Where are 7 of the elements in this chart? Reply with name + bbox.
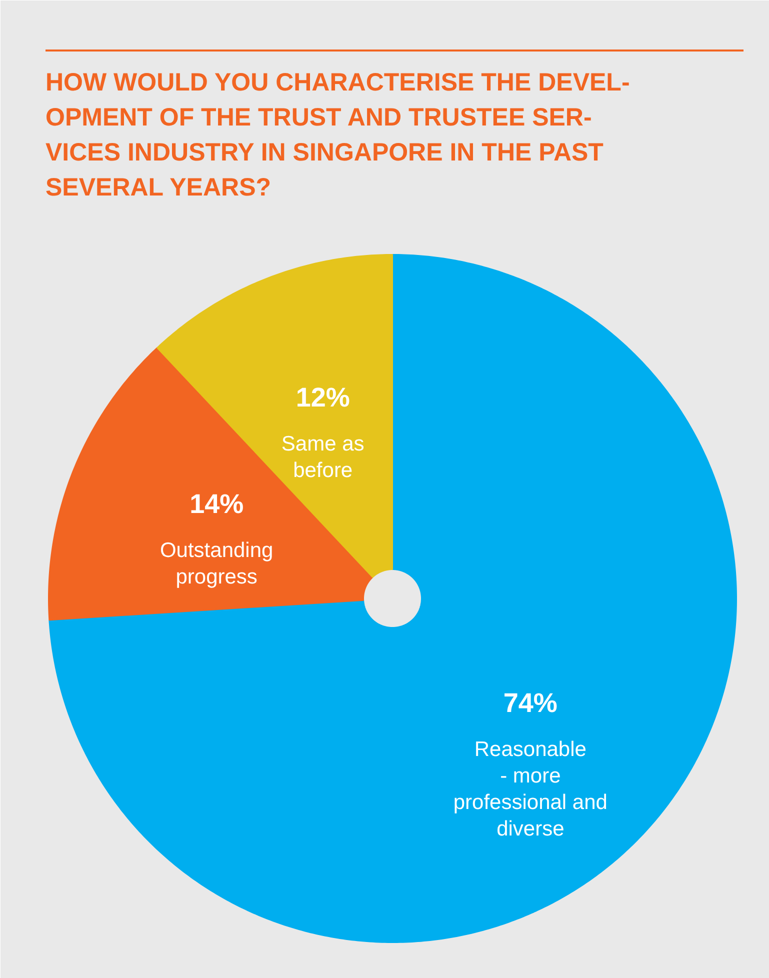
data-label: 14% xyxy=(190,488,244,519)
slice-label: Same as before xyxy=(281,432,364,482)
data-label: 12% xyxy=(296,382,350,413)
slice-label: Outstanding progress xyxy=(160,538,274,588)
slice-label: Reasonable - more professional and diverse xyxy=(453,738,608,840)
chart-title: HOW WOULD YOU CHARACTERISE THE DEVEL- OPMENT OF THE TRUST AND TRUSTEE SER- VICES INDUSTRY IN SINGAPORE IN THE PAST SEVERAL YEARS? xyxy=(46,68,630,202)
data-label: 74% xyxy=(503,688,558,718)
